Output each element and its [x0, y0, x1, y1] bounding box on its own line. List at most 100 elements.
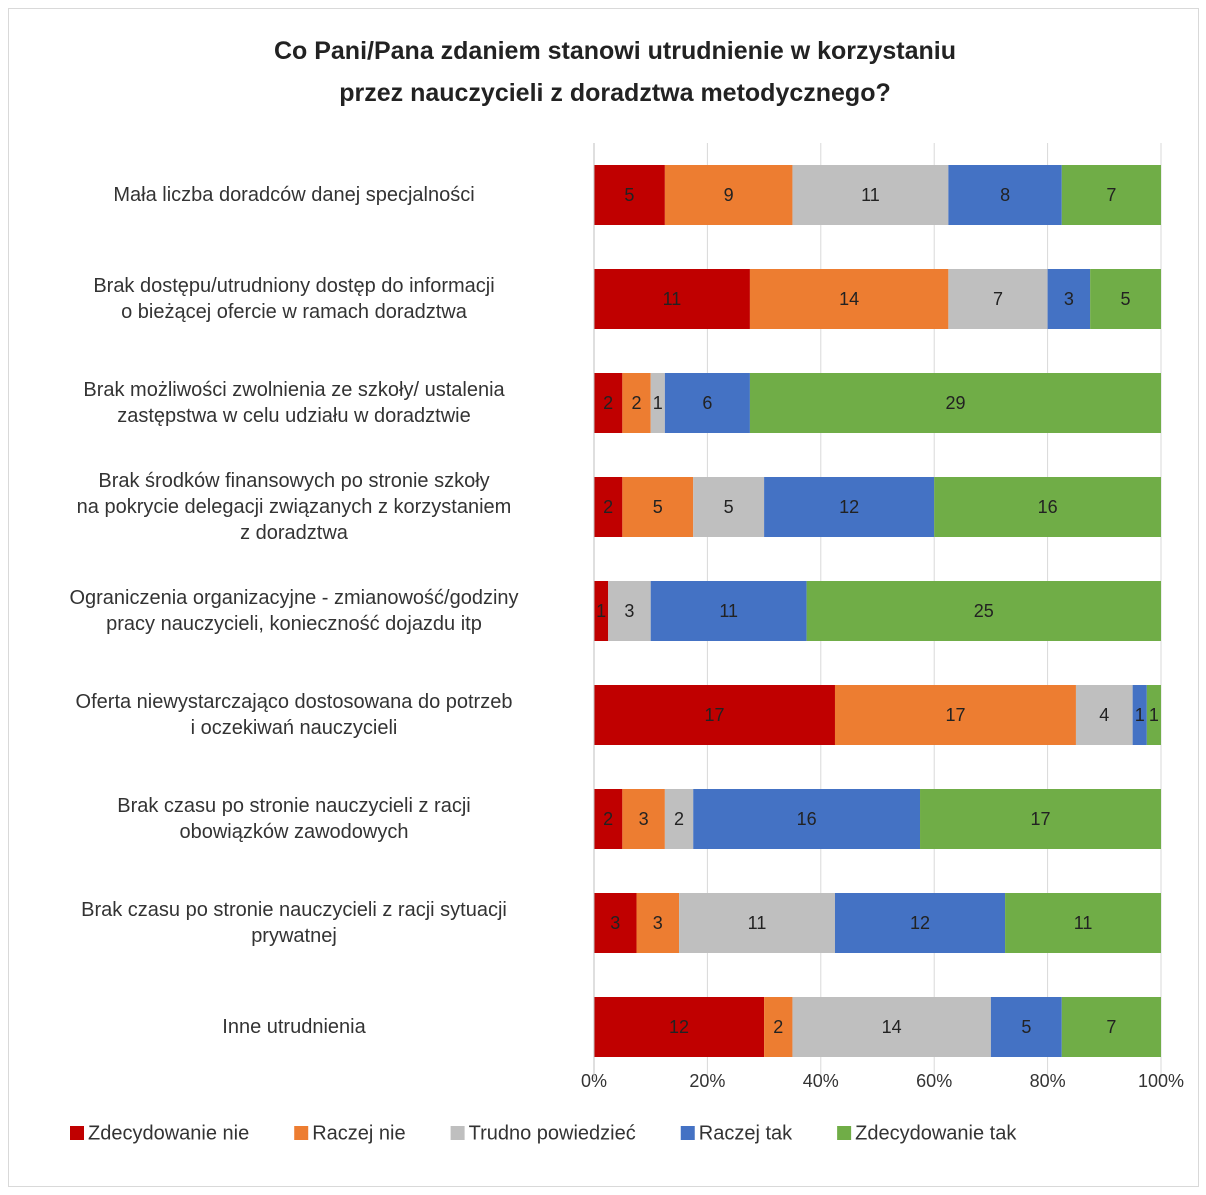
category-label: Brak możliwości zwolnienia ze szkoły/ us…	[83, 379, 505, 427]
bar-segment	[594, 477, 623, 537]
data-label: 2	[603, 393, 613, 413]
data-label: 9	[724, 185, 734, 205]
category-label: Brak środków finansowych po stronie szko…	[76, 470, 512, 544]
legend-swatch	[294, 1126, 309, 1140]
data-label: 6	[702, 393, 712, 413]
data-label: 3	[653, 913, 663, 933]
bar-segment	[594, 165, 665, 225]
data-label: 7	[1106, 1017, 1116, 1037]
data-label: 11	[861, 185, 880, 205]
bar-segment	[664, 165, 793, 225]
data-label: 7	[1106, 185, 1116, 205]
bar-segment	[594, 789, 623, 849]
bar-segment	[749, 269, 949, 329]
data-label: 1	[596, 601, 606, 621]
data-label: 1	[653, 393, 663, 413]
data-label: 3	[624, 601, 634, 621]
data-label: 3	[1064, 289, 1074, 309]
bar-segment	[594, 373, 623, 433]
bar-segment	[636, 893, 680, 953]
bar-segment	[1090, 269, 1161, 329]
data-label: 5	[724, 497, 734, 517]
bar-segment	[1146, 685, 1161, 745]
x-tick-label: 20%	[689, 1071, 725, 1091]
data-label: 11	[719, 601, 738, 621]
data-label: 2	[603, 809, 613, 829]
data-label: 5	[1021, 1017, 1031, 1037]
data-label: 3	[639, 809, 649, 829]
bar-segment	[594, 581, 609, 641]
legend-swatch	[680, 1126, 695, 1140]
category-label: Oferta niewystarczająco dostosowana do p…	[75, 691, 513, 739]
bar-segment	[693, 477, 765, 537]
bar-segment	[934, 477, 1161, 537]
legend-swatch	[837, 1126, 852, 1140]
data-label: 17	[945, 705, 965, 725]
legend-label: Zdecydowanie nie	[88, 1122, 249, 1144]
data-label: 1	[1149, 705, 1159, 725]
legend-swatch	[450, 1126, 465, 1140]
x-tick-label: 0%	[581, 1071, 607, 1091]
data-label: 2	[603, 497, 613, 517]
bar-segment	[834, 893, 1006, 953]
bar-segment	[664, 789, 694, 849]
bar-segment	[1061, 165, 1161, 225]
data-label: 5	[653, 497, 663, 517]
bar-segment	[1132, 685, 1147, 745]
bar-segment	[764, 997, 793, 1057]
category-label: Brak czasu po stronie nauczycieli z racj…	[117, 795, 471, 843]
bar-segment	[990, 997, 1062, 1057]
data-label: 11	[663, 289, 682, 309]
bar-segment	[764, 477, 935, 537]
data-label: 14	[839, 289, 859, 309]
data-label: 16	[797, 809, 817, 829]
data-label: 2	[632, 393, 642, 413]
bar-segment	[594, 997, 765, 1057]
bar-segment	[622, 789, 665, 849]
data-label: 5	[624, 185, 634, 205]
legend-label: Raczej nie	[312, 1122, 405, 1144]
bar-segment	[792, 165, 949, 225]
x-tick-label: 100%	[1138, 1071, 1184, 1091]
bar-segment	[948, 269, 1048, 329]
data-label: 1	[1135, 705, 1145, 725]
category-label: Brak dostępu/utrudniony dostęp do inform…	[93, 275, 495, 323]
bar-segment	[834, 685, 1076, 745]
data-label: 11	[748, 913, 767, 933]
data-label: 12	[669, 1017, 689, 1037]
bar-segment	[594, 893, 637, 953]
data-label: 4	[1099, 705, 1109, 725]
data-label: 12	[910, 913, 930, 933]
category-label: Inne utrudnienia	[222, 1016, 366, 1038]
legend-label: Trudno powiedzieć	[469, 1122, 636, 1144]
bar-segment	[650, 581, 807, 641]
data-label: 7	[993, 289, 1003, 309]
legend-label: Raczej tak	[699, 1122, 793, 1144]
chart-title: Co Pani/Pana zdaniem stanowi utrudnienie…	[273, 37, 957, 107]
data-label: 2	[674, 809, 684, 829]
bar-segment	[622, 477, 694, 537]
legend-label: Zdecydowanie tak	[855, 1122, 1017, 1144]
data-label: 12	[839, 497, 859, 517]
data-label: 2	[773, 1017, 783, 1037]
bar-segment	[1061, 997, 1161, 1057]
x-tick-label: 40%	[803, 1071, 839, 1091]
data-label: 11	[1074, 913, 1093, 933]
bar-segment	[594, 685, 835, 745]
data-label: 14	[882, 1017, 902, 1037]
bar-segment	[1047, 269, 1091, 329]
x-tick-label: 80%	[1030, 1071, 1066, 1091]
bar-segment	[920, 789, 1161, 849]
bar-segment	[1075, 685, 1133, 745]
x-tick-label: 60%	[916, 1071, 952, 1091]
data-label: 29	[945, 393, 965, 413]
bar-segment	[622, 373, 651, 433]
bar-segment	[1005, 893, 1161, 953]
data-label: 17	[1030, 809, 1050, 829]
data-label: 8	[1000, 185, 1010, 205]
data-label: 16	[1038, 497, 1058, 517]
bar-segment	[749, 373, 1161, 433]
data-label: 3	[610, 913, 620, 933]
